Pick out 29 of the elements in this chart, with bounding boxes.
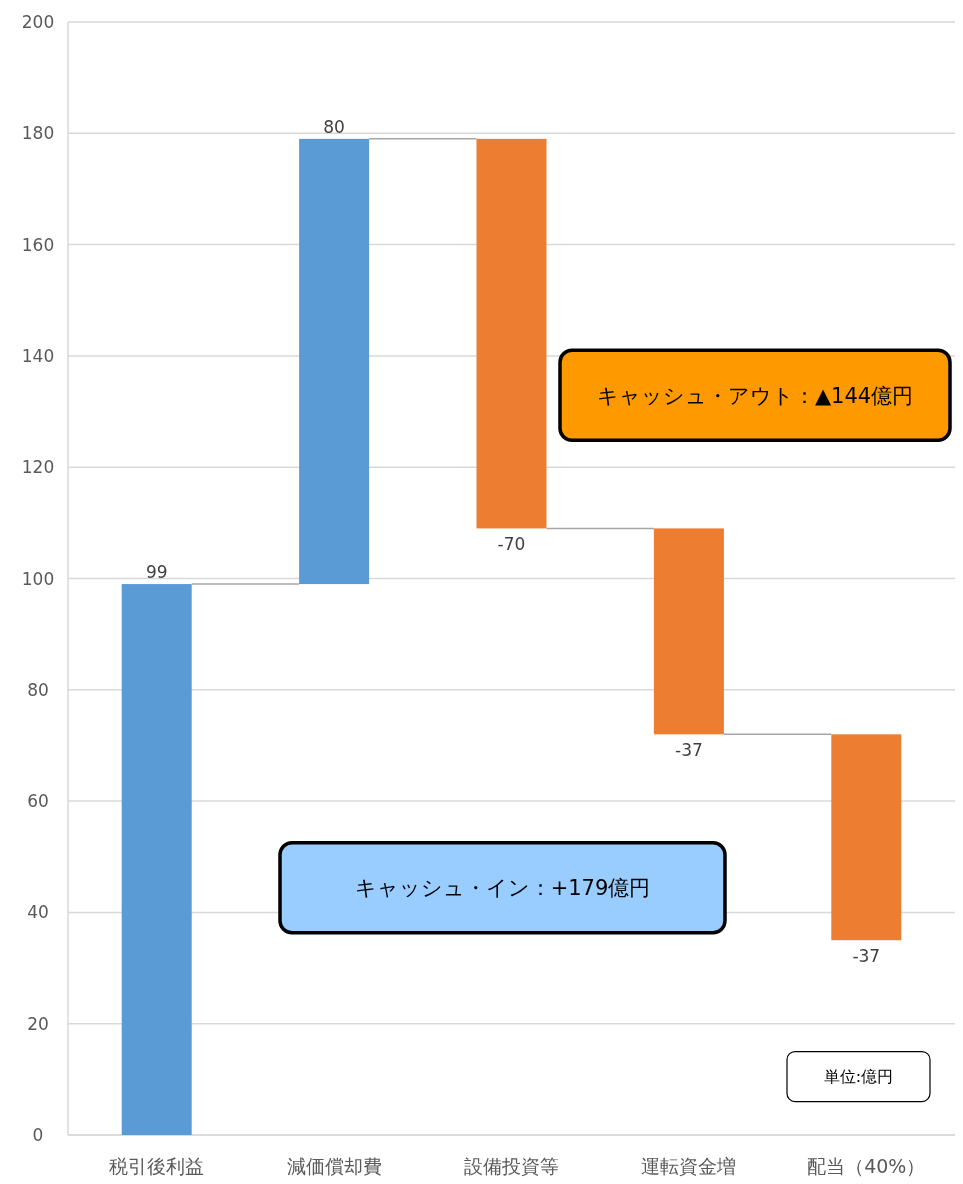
x-tick-label: 設備投資等: [464, 1155, 559, 1177]
bar: [476, 138, 547, 529]
data-label: -70: [497, 534, 526, 555]
y-tick-label: 160: [21, 234, 55, 255]
bar: [121, 584, 192, 1135]
y-tick-label: 40: [27, 902, 49, 923]
y-tick-label: 200: [21, 12, 55, 32]
y-tick-label: 140: [21, 345, 55, 366]
x-tick-label: 税引後利益: [109, 1155, 205, 1177]
annotation: 単位:億円: [823, 1067, 894, 1087]
y-tick-label: 100: [21, 568, 55, 589]
annotation: キャッシュ・アウト：▲144億円: [596, 383, 914, 408]
bar: [831, 734, 902, 941]
y-tick-label: 120: [21, 457, 55, 478]
bar: [653, 528, 724, 735]
data-label: 99: [145, 562, 168, 583]
x-tick-label: 運転資金増: [641, 1155, 737, 1177]
y-tick-label: 60: [27, 791, 49, 812]
data-label: -37: [852, 946, 881, 967]
data-label: 80: [323, 116, 345, 137]
y-tick-label: 80: [27, 679, 49, 700]
y-tick-label: 0: [32, 1125, 44, 1145]
y-tick-label: 20: [27, 1013, 49, 1034]
data-label: -37: [675, 740, 703, 761]
y-tick-label: 180: [21, 123, 55, 144]
x-tick-label: 配当（40%）: [807, 1155, 926, 1177]
bar: [299, 138, 370, 585]
x-tick-label: 減価償却費: [286, 1155, 382, 1177]
annotation: キャッシュ・イン：+179億円: [354, 876, 651, 901]
